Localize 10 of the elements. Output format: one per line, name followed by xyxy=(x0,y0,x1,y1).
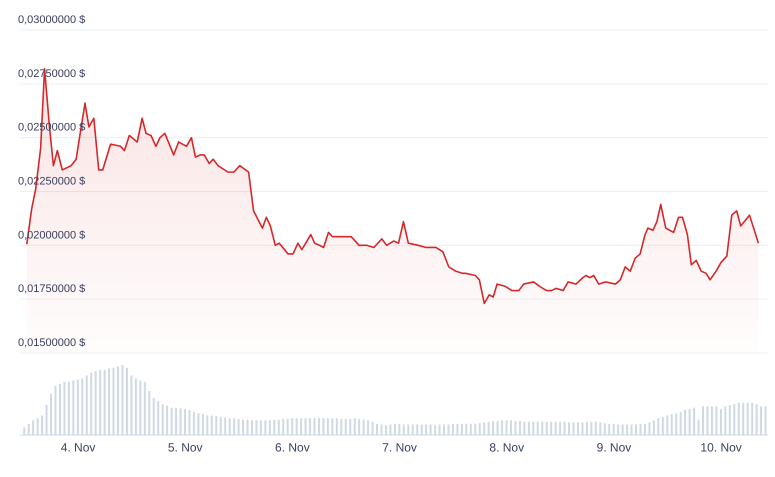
x-tick-label: 8. Nov xyxy=(489,440,524,455)
y-tick-label: 0,03000000 $ xyxy=(18,14,86,26)
x-tick-label: 7. Nov xyxy=(382,440,417,455)
y-tick-label: 0,01750000 $ xyxy=(18,283,86,296)
x-tick-label: 4. Nov xyxy=(60,440,96,455)
y-tick-label: 0,01500000 $ xyxy=(18,337,86,349)
x-tick-label: 6. Nov xyxy=(275,440,310,455)
x-tick-label: 9. Nov xyxy=(596,440,632,455)
x-tick-label: 10. Nov xyxy=(700,440,742,455)
x-tick-label: 5. Nov xyxy=(168,440,203,455)
